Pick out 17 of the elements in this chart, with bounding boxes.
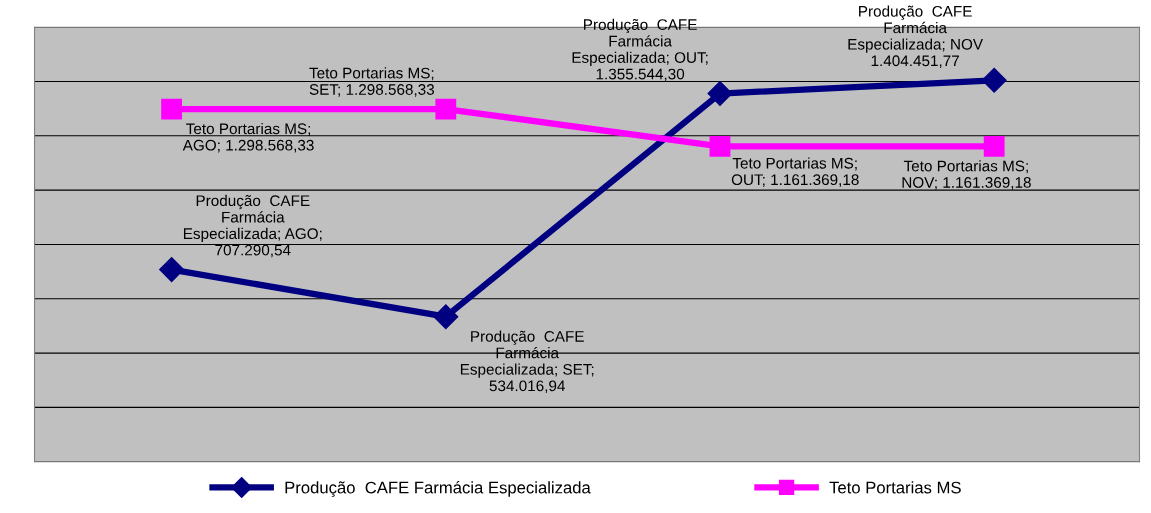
point (159, 257, 185, 283)
data-label: Teto Portarias MS; SET; 1.298.568,33 (309, 67, 435, 97)
point (435, 98, 457, 120)
legend-label: Teto Portarias MS (829, 481, 961, 494)
point (161, 98, 183, 120)
data-label: Produção CAFE Farmácia Especializada; AGO; 707.290,54 (183, 194, 322, 258)
data-label: Produção CAFE Farmácia Especializada; NOV 1.404.451,77 (848, 5, 983, 68)
data-label: Teto Portarias MS; NOV; 1.161.369,18 (902, 160, 1031, 190)
point (981, 67, 1007, 93)
data-label: Produção CAFE Farmácia Especializada; OUT; 1.355.544,30 (572, 18, 708, 82)
point (709, 135, 731, 157)
point (433, 304, 459, 330)
point (707, 81, 733, 107)
point (983, 135, 1005, 157)
data-label: Teto Portarias MS; AGO; 1.298.568,33 (182, 122, 314, 153)
data-label: Teto Portarias MS; OUT; 1.161.369,18 (731, 157, 859, 187)
legend-label: Produção CAFE Farmácia Especializada (285, 481, 591, 497)
